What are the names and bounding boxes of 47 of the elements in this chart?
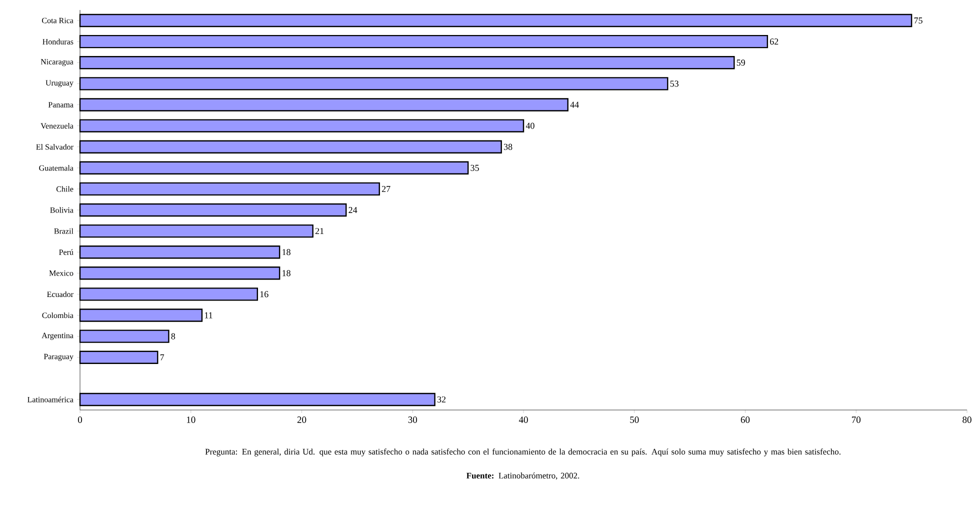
data-label: 35 <box>470 164 479 171</box>
y-tick-label: Nicaragua <box>40 59 74 66</box>
y-tick-label: Ecuador <box>47 291 74 298</box>
data-label: 18 <box>282 249 290 256</box>
data-label: 27 <box>382 186 390 192</box>
x-tick-label: 50 <box>630 416 639 423</box>
data-label: 18 <box>282 270 290 276</box>
text: Fuente: Latinobarómetro, 2002. <box>466 472 580 480</box>
data-label: 53 <box>670 80 678 87</box>
data-label: 32 <box>437 396 446 402</box>
y-tick-label: Venezuela <box>40 122 74 129</box>
y-tick-label: Panama <box>48 102 74 108</box>
y-tick-label: Paraguay <box>44 354 74 361</box>
x-tick-label: 30 <box>408 416 418 423</box>
y-tick-label: Honduras <box>42 38 74 44</box>
y-tick-label: Guatemala <box>39 165 74 171</box>
data-label: 8 <box>171 333 176 340</box>
y-tick-label: El Salvador <box>36 144 74 150</box>
data-label: 21 <box>315 228 324 234</box>
data-label: 44 <box>570 102 579 108</box>
x-tick-label: 60 <box>740 416 750 423</box>
x-tick-label: 40 <box>518 416 528 423</box>
x-tick-label: 20 <box>297 416 306 423</box>
data-label: 40 <box>526 122 534 129</box>
y-tick-label: Bolivia <box>50 207 74 213</box>
data-label: 75 <box>914 18 922 24</box>
y-tick-label: Mexico <box>49 270 74 276</box>
data-label: 62 <box>770 38 778 45</box>
text: Pregunta: En general, diria Ud. que esta muy satisfecho o nada satisfecho con el funcionamiento de la democracia en su país. Aquí solo suma muy satisfecho y mas bien satisfecho. <box>205 448 840 456</box>
x-tick-label: 10 <box>186 416 196 423</box>
y-tick-label: Chile <box>56 186 74 192</box>
y-tick-label: Uruguay <box>46 80 74 88</box>
y-tick-label: Cota Rica <box>42 18 74 24</box>
data-label: 24 <box>348 207 358 213</box>
y-tick-label: Argentina <box>42 332 74 340</box>
data-label: 38 <box>504 144 512 150</box>
y-tick-label: Brazil <box>54 228 74 234</box>
y-tick-label: Latinoamérica <box>28 396 74 402</box>
data-label: 16 <box>260 291 268 298</box>
y-tick-label: Perú <box>59 249 74 255</box>
x-tick-label: 0 <box>78 416 82 423</box>
x-tick-label: 80 <box>962 416 972 423</box>
data-label: 59 <box>736 60 745 66</box>
data-label: 7 <box>160 354 164 360</box>
y-tick-label: Colombia <box>42 312 74 318</box>
data-label: 11 <box>204 312 212 318</box>
x-tick-label: 70 <box>852 416 861 423</box>
